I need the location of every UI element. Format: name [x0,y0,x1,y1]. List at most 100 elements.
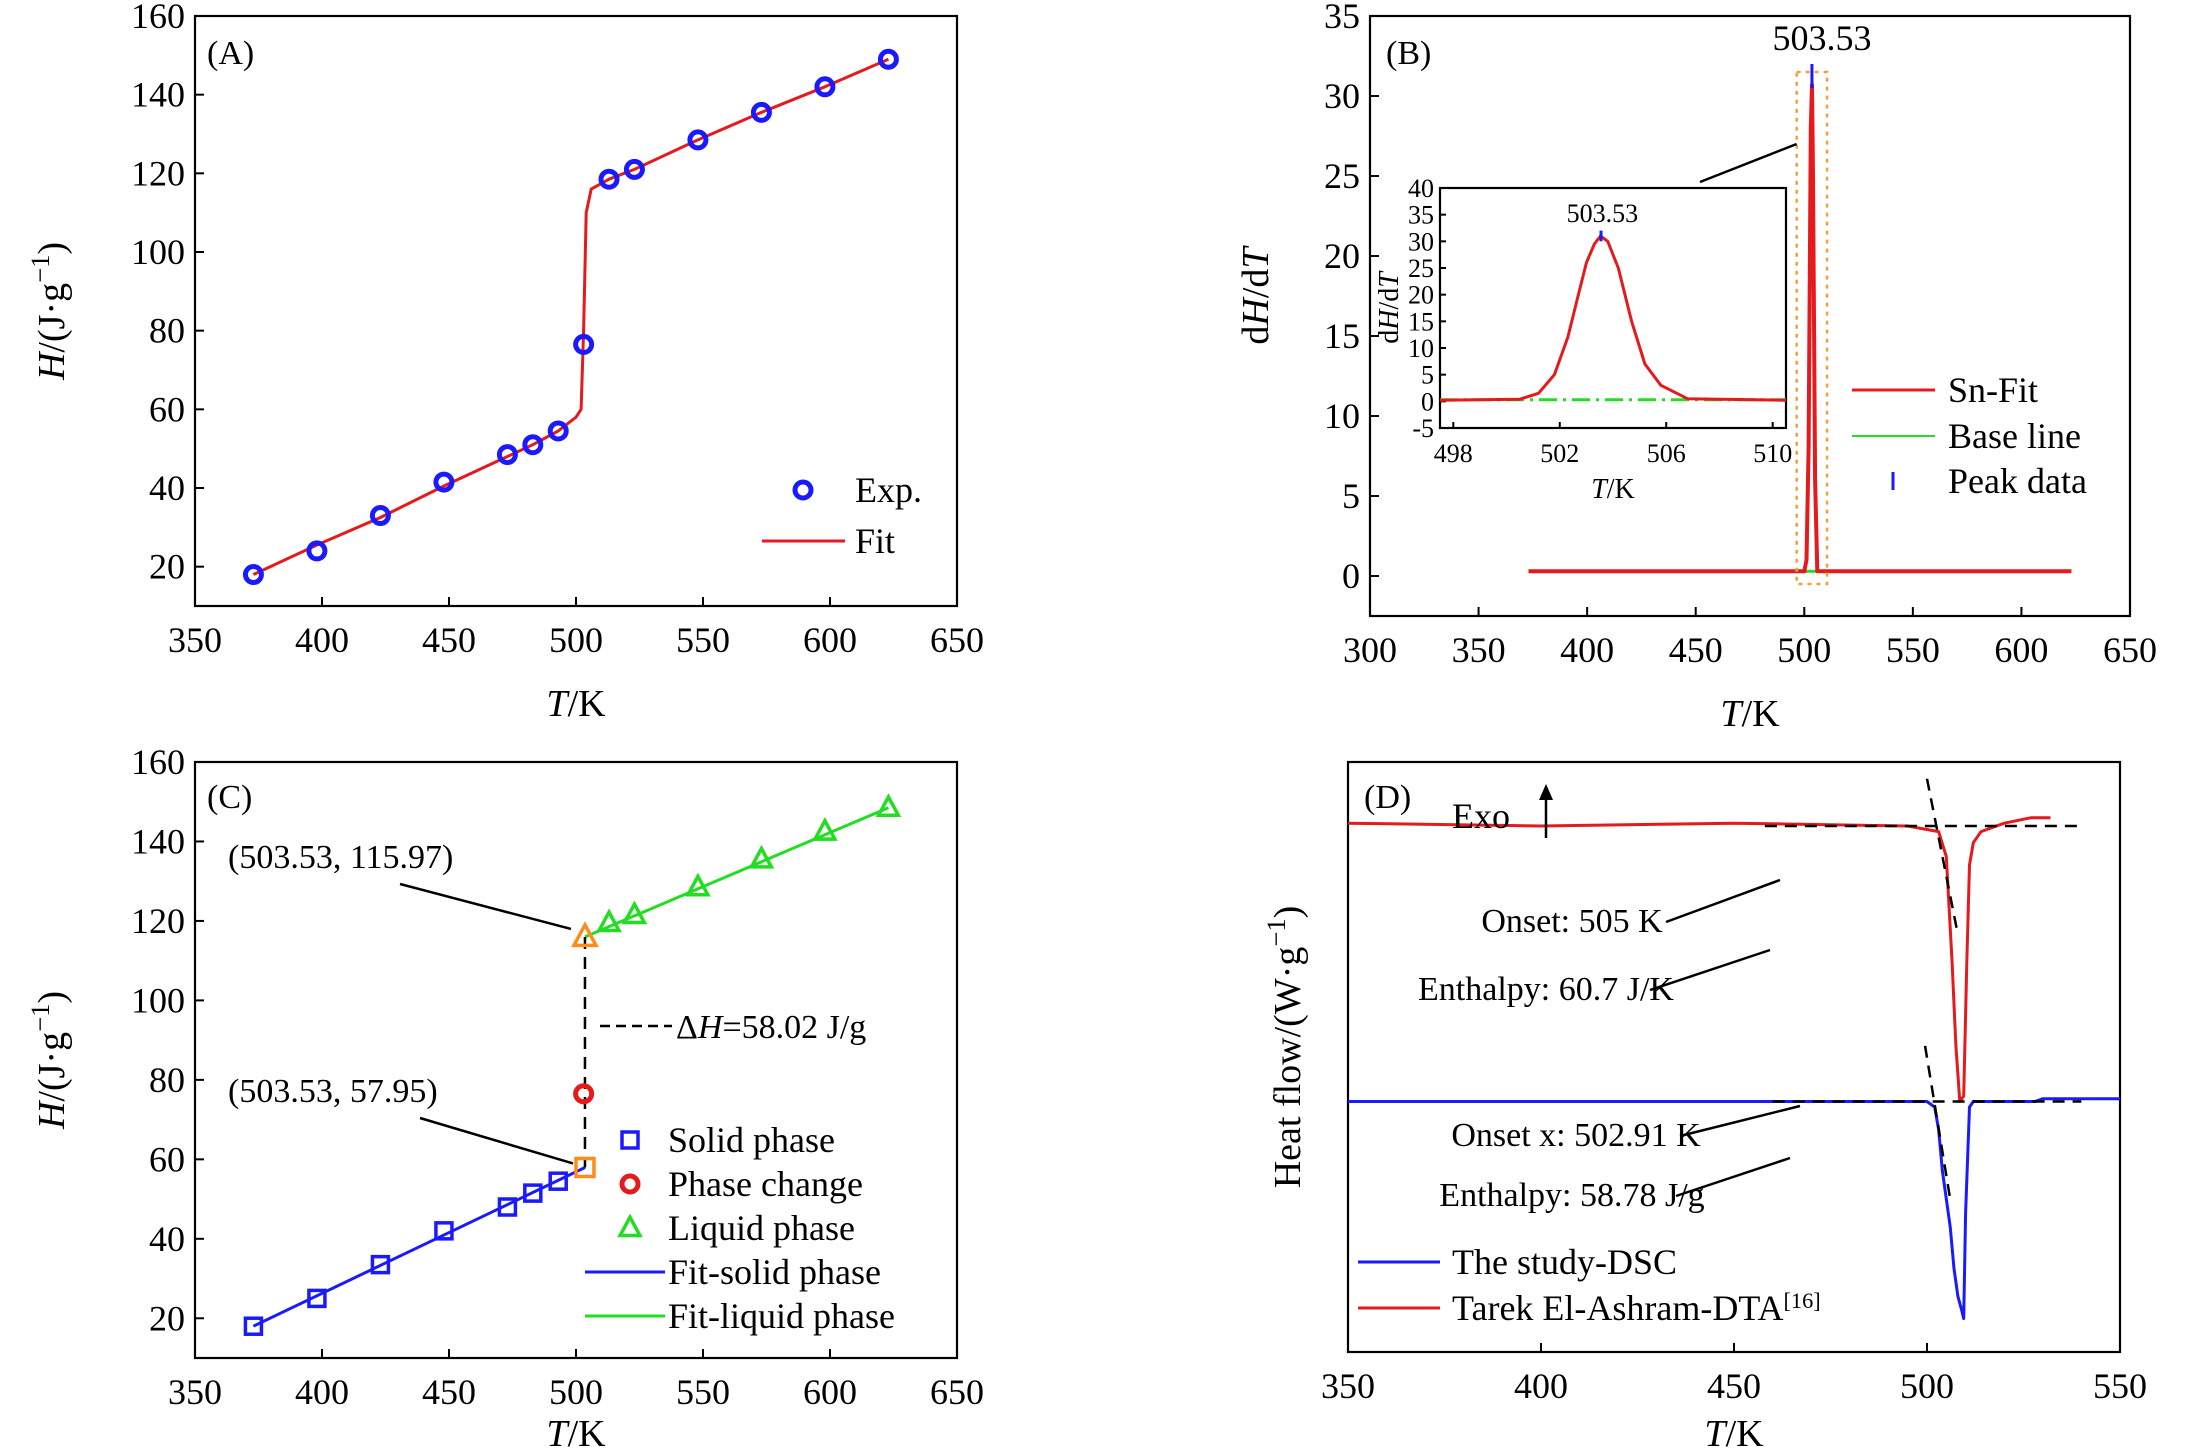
panel-b-inset-xtick-label: 510 [1753,439,1792,468]
panel-b-xtick-label: 650 [2103,630,2157,670]
panel-d-xlabel-part: T [1704,1413,1728,1452]
panel-c-ylabel-part: /(J·g [31,1032,73,1102]
panel-b-peak-label: 503.53 [1772,18,1871,58]
panel-b-inset-frame [1438,186,1788,430]
panel-b-inset-ylabel: dH/dT [1374,270,1405,344]
panel-b-inset-ylabel-part: /d [1374,288,1405,310]
panel-c-xtick-label: 500 [549,1372,603,1412]
panel-c-solid-point [434,1221,454,1241]
panel-a-exp-point [598,168,620,190]
panel-c-special-triangle [571,921,599,948]
panel-b-legend-fit: Sn-Fit [1948,370,2038,410]
panel-b-fit-line [1528,82,2072,574]
panel-c-ytick-label: 20 [149,1298,185,1338]
panel-b: 300 350 400 450 500 550 600 6500510152025303550… [1235,0,2157,735]
panel-c-ylabel-part: H [31,1099,73,1130]
panel-c-xtick-label: 350 [168,1372,222,1412]
panel-a-exp-point [623,158,645,180]
panel-c-delta-label: ΔH=58.02 J/g [676,1009,866,1046]
panel-c-xtick-label: 550 [676,1372,730,1412]
panel-b-ytick-label: 20 [1324,236,1360,276]
panel-b-inset-ytick-label: 15 [1408,307,1434,336]
panel-b-inset-ytick-label: 10 [1408,334,1434,363]
panel-c-delta-label-part: H [697,1009,725,1046]
panel-a-xlabel-part: T [546,683,570,725]
panel-b-inset-ytick-label: 0 [1421,387,1434,416]
panel-b-legend-peak: Peak data [1948,461,2087,501]
panel-a-legend-exp-marker [792,479,814,501]
panel-c-xlabel: T/K [546,1413,606,1452]
panel-c-ytick-label: 100 [131,980,185,1020]
panel-c-ytick-label: 140 [131,821,185,861]
panel-b-xlabel-part: /K [1742,693,1781,735]
panel-c-label: (C) [207,779,252,816]
panel-b-xtick-label: 450 [1669,630,1723,670]
panel-a-ytick-label: 140 [131,75,185,115]
panel-d-label: (D) [1364,779,1411,816]
panel-b-ytick-label: 25 [1324,156,1360,196]
panel-b-zoom-box [1795,70,1829,586]
panel-c-ytick-label: 80 [149,1060,185,1100]
panel-c-solid-point [243,1316,264,1336]
panel-a-exp-point [750,101,772,123]
panel-a-exp-point [522,434,544,456]
panel-d-xtick-label: 400 [1514,1366,1568,1406]
panel-d: 350 400 450 500 550 Onset: 505 K Enthalpy: 60.… [1261,760,2147,1452]
panel-d-ann-enthalpy-dta-pointer [1649,948,1771,992]
panel-c-liquid-point [812,817,838,841]
panel-a-exp-point [687,129,709,151]
panel-d-ylabel-part: −1 [1261,918,1291,946]
panel-c-legend-item: Solid phase [668,1120,835,1160]
panel-a-ytick-label: 100 [131,232,185,272]
panel-c-special-pointer-top [399,882,572,931]
panel-b-inset-ytick-label: 5 [1421,361,1434,390]
panel-d-ann-enthalpy-dta: Enthalpy: 60.7 J/K [1418,971,1674,1008]
panel-b-ylabel-part: H [1235,296,1277,327]
panel-a-xlabel: T/K [546,683,606,725]
panel-c-xtick-label: 650 [930,1372,984,1412]
panel-b-xlabel: T/K [1720,693,1780,735]
panel-d-exo-label: Exo [1452,796,1510,836]
panel-b-inset-ylabel-part: T [1374,270,1405,288]
panel-d-ylabel: Heat flow/(W·g−1) [1261,906,1309,1189]
panel-c-ytick-label: 120 [131,901,185,941]
panel-d-ann-enthalpy-dsc-pointer [1675,1156,1791,1198]
panel-b-xtick-label: 300 [1343,630,1397,670]
panel-a-legend-exp: Exp. [855,470,922,510]
panel-c-liquid-point [596,908,622,933]
panel-a-exp-point [496,444,518,466]
panel-a-ytick-label: 60 [149,389,185,429]
panel-c-xlabel-part: /K [568,1413,607,1452]
panel-a-exp-point [547,420,569,442]
panel-c-xlabel-part: T [546,1413,570,1452]
panel-c-liquid-point [685,872,711,897]
panel-c: 350 400 450 500 550 600 650 20 40 60 80 100 120 140 16… [25,742,984,1452]
panel-a-xtick-label: 650 [930,620,984,660]
panel-b-xtick-label: 350 [1452,630,1506,670]
panel-a-exp-point [877,48,899,70]
panel-d-dta-line [1347,816,2051,1103]
panel-c-ylabel-part: ) [31,991,73,1004]
panel-c-liquid-point [748,844,775,869]
panel-c-ytick-label: 160 [131,742,185,782]
panel-b-ytick-label: 30 [1324,76,1360,116]
panel-c-xtick-label: 450 [422,1372,476,1412]
panel-a-ylabel-part: H [31,350,73,381]
panel-a-exp-point [573,333,595,355]
panel-c-legend-item: Liquid phase [668,1208,855,1248]
panel-b-inset-xlabel-part: /K [1607,474,1635,505]
panel-b-legend-base: Base line [1948,416,2081,456]
panel-b-inset-ytick-label: 35 [1408,201,1434,230]
panel-b-ytick-label: 35 [1324,0,1360,36]
panel-a-xtick-label: 350 [168,620,222,660]
panel-c-special-square [574,1156,596,1179]
panel-a-ytick-label: 80 [149,311,185,351]
panel-d-dsc-tangent [1923,1045,1952,1200]
panel-a-xtick-label: 500 [549,620,603,660]
panel-b-ylabel-part: /d [1235,269,1277,299]
panel-a-label: (A) [207,35,254,72]
panel-a-xtick-label: 600 [803,620,857,660]
panel-d-legend-dsc: The study-DSC [1452,1242,1677,1282]
panel-d-ylabel-part: Heat flow/(W·g [1267,947,1309,1189]
panel-b-ylabel-part: d [1235,326,1277,345]
